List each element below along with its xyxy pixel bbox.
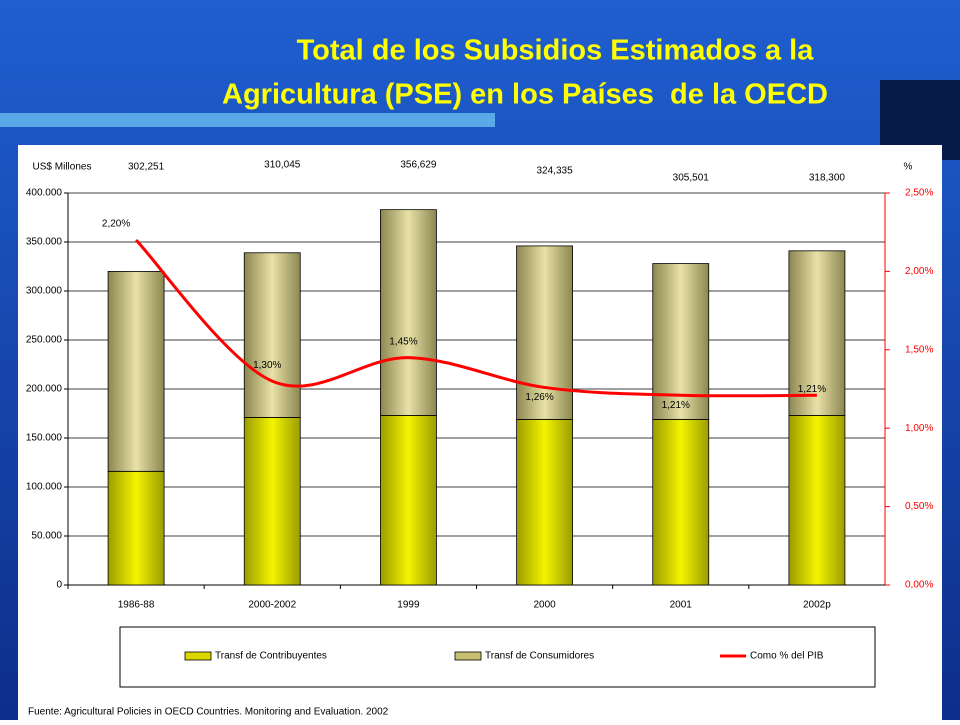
decor-strip	[0, 113, 495, 127]
x-tick-label: 2001	[670, 600, 693, 611]
y2-tick-label: 1,50%	[905, 344, 933, 355]
bar	[243, 417, 301, 586]
x-tick-label: 1986-88	[118, 600, 155, 611]
y2-tick-label: 0,00%	[905, 580, 933, 591]
y-tick-label: 200.000	[26, 384, 63, 395]
x-tick-label: 2002p	[803, 600, 831, 611]
line-label: 1,21%	[798, 384, 826, 395]
x-tick-label: 2000	[533, 600, 556, 611]
bar	[516, 418, 573, 586]
bar	[107, 470, 165, 586]
y-tick-label: 100.000	[26, 482, 63, 493]
y-tick-label: 350.000	[26, 237, 63, 248]
total-annotation: 324,335	[537, 166, 574, 177]
bar	[107, 270, 165, 472]
bar	[652, 418, 710, 586]
x-tick-label: 1999	[397, 600, 420, 611]
chart-area	[18, 145, 942, 720]
line	[135, 238, 817, 398]
title-line: Agricultura (PSE) en los Países de la OE…	[222, 79, 828, 111]
y2-tick-label: 2,00%	[905, 266, 933, 277]
y-tick-label: 400.000	[26, 188, 63, 199]
y2-tick-label: 1,00%	[905, 423, 933, 434]
bar	[788, 250, 846, 416]
y2-axis-label: %	[904, 162, 913, 173]
source: Fuente: Agricultural Policies in OECD Co…	[28, 707, 389, 718]
legend-swatch	[454, 651, 482, 661]
line-label: 2,20%	[102, 219, 130, 230]
x-tick-label: 2000-2002	[248, 600, 296, 611]
bar	[380, 415, 437, 586]
y-tick-label: 250.000	[26, 335, 63, 346]
total-annotation: 310,045	[264, 160, 301, 171]
y-axis-label: US$ Millones	[33, 162, 92, 173]
title-line: Total de los Subsidios Estimados a la	[297, 35, 815, 67]
line-label: 1,21%	[662, 400, 690, 411]
total-annotation: 318,300	[809, 173, 846, 184]
total-annotation: 356,629	[400, 160, 437, 171]
legend-label: Como % del PIB	[750, 651, 824, 662]
legend-label: Transf de Contribuyentes	[215, 651, 327, 662]
total-annotation: 305,501	[673, 173, 710, 184]
legend-swatch	[184, 651, 212, 661]
line-label: 1,30%	[253, 360, 281, 371]
y-tick-label: 0	[56, 580, 62, 591]
y-tick-label: 50.000	[31, 531, 62, 542]
y-tick-label: 300.000	[26, 286, 63, 297]
line-label: 1,45%	[389, 336, 417, 347]
total-annotation: 302,251	[128, 162, 165, 173]
legend-box	[119, 626, 876, 688]
y2-tick-label: 2,50%	[905, 188, 933, 199]
y-tick-label: 150.000	[26, 433, 63, 444]
bar	[788, 415, 846, 586]
bar	[243, 252, 301, 418]
bar	[380, 209, 437, 416]
line-label: 1,26%	[525, 392, 553, 403]
legend-label: Transf de Consumidores	[485, 651, 594, 662]
y2-tick-label: 0,50%	[905, 501, 933, 512]
